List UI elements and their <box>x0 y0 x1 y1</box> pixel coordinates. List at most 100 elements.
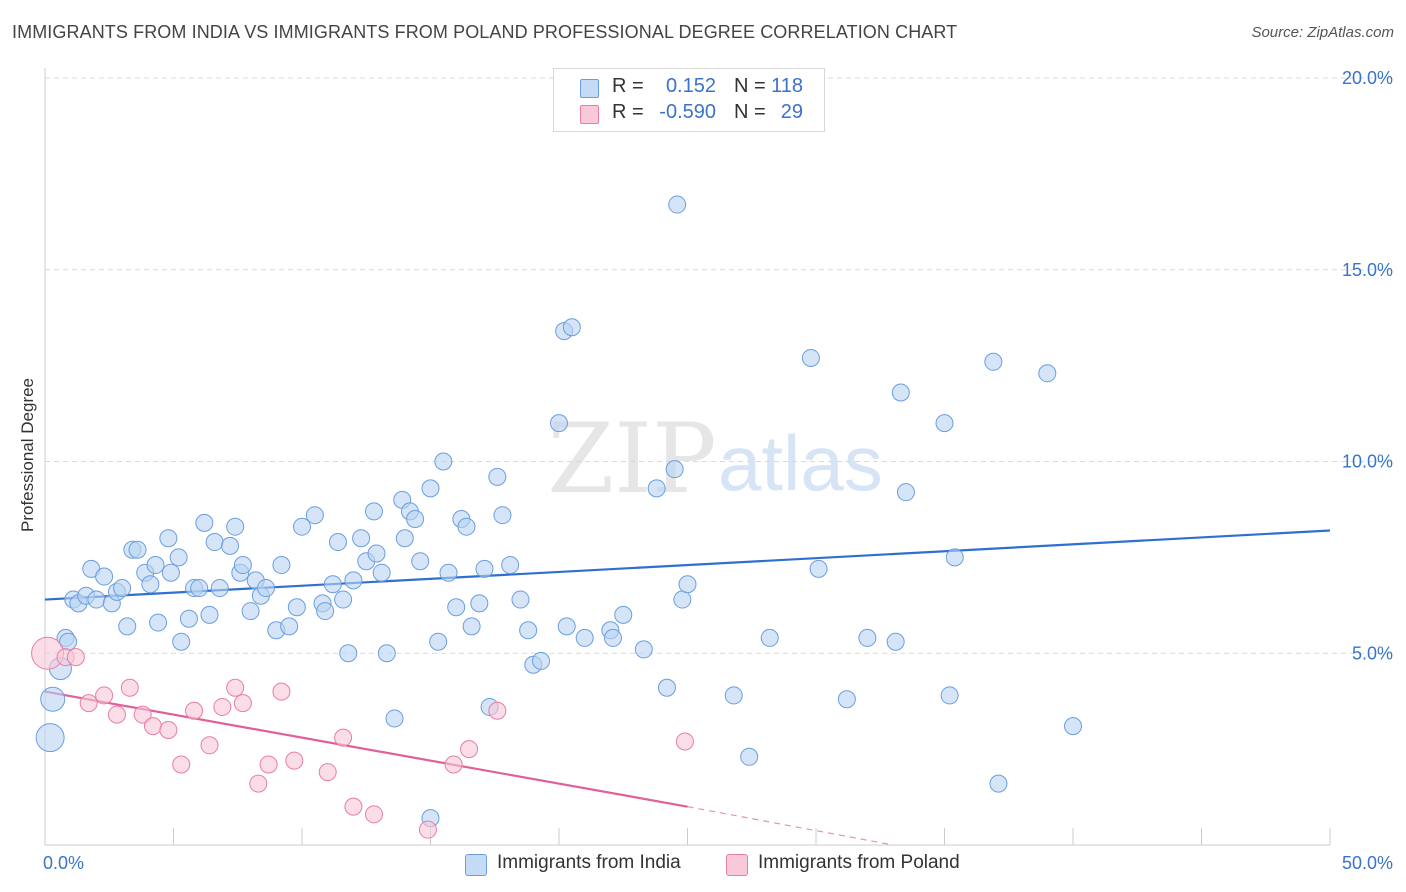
india-point <box>501 556 520 575</box>
poland-point <box>233 694 252 713</box>
india-point <box>678 575 697 594</box>
india-point <box>367 544 386 563</box>
india-point <box>280 617 299 636</box>
source-label: Source: ZipAtlas.com <box>1251 24 1394 41</box>
india-point <box>293 517 311 536</box>
india-point <box>575 628 594 647</box>
n-value: 29 <box>780 101 803 123</box>
india-point <box>740 747 759 766</box>
india-point <box>493 506 512 525</box>
poland-point <box>334 728 353 747</box>
india-point <box>316 602 335 621</box>
india-point <box>665 460 684 479</box>
india-point <box>411 552 430 571</box>
legend-label-poland: Immigrants from Poland <box>758 852 960 873</box>
india-point <box>896 483 915 502</box>
legend: Immigrants from India Immigrants from Po… <box>0 852 1406 878</box>
watermark-zip: ZIP <box>547 403 716 515</box>
india-point <box>984 352 1003 371</box>
india-point <box>161 563 180 582</box>
india-point <box>470 594 489 613</box>
india-point <box>614 605 633 624</box>
poland-point <box>213 697 232 716</box>
india-point <box>837 690 856 709</box>
india-point <box>421 479 440 498</box>
watermark-atlas: atlas <box>718 419 883 507</box>
tick-labels: 5.0% 10.0% 15.0% 20.0% 0.0% 50.0% <box>43 68 1393 873</box>
india-point <box>35 723 65 753</box>
poland-point <box>418 820 437 839</box>
india-point <box>858 628 877 647</box>
poland-trend-extension <box>687 806 894 846</box>
india-point <box>149 613 168 632</box>
india-point <box>169 548 188 567</box>
india-point <box>385 709 404 728</box>
poland-point <box>226 678 245 697</box>
poland-point <box>285 751 304 770</box>
india-point <box>377 644 396 663</box>
india-point <box>657 678 676 697</box>
poland-legend-swatch <box>726 854 748 876</box>
india-point <box>447 598 466 617</box>
india-point <box>95 567 114 586</box>
stats-box: R = 0.152 N = 118 R = -0.590 N = 29 <box>553 68 825 132</box>
india-point <box>372 563 391 582</box>
india-point <box>221 536 240 555</box>
india-point <box>339 644 358 663</box>
y-tick-label: 20.0% <box>1342 68 1393 88</box>
poland-point <box>200 736 219 755</box>
india-point <box>406 510 425 529</box>
india-point <box>172 632 191 651</box>
india-point <box>1064 717 1082 736</box>
poland-swatch <box>580 105 599 124</box>
r-value: -0.590 <box>659 101 716 123</box>
india-point <box>141 575 160 594</box>
y-axis-label: Professional Degree <box>18 377 37 533</box>
r-label: R = <box>612 101 644 123</box>
india-point <box>159 529 178 548</box>
india-point <box>334 590 353 609</box>
poland-point <box>143 717 162 736</box>
x-tick-label: 50.0% <box>1342 853 1393 873</box>
india-point <box>179 609 198 628</box>
india-point <box>241 602 260 621</box>
poland-point <box>444 755 463 774</box>
india-point <box>395 529 414 548</box>
india-point <box>328 533 347 552</box>
india-point <box>323 575 342 594</box>
poland-point <box>259 755 278 774</box>
india-point <box>511 590 530 609</box>
india-point <box>128 540 147 559</box>
india-swatch <box>580 79 599 98</box>
india-point <box>557 617 576 636</box>
y-tick-label: 10.0% <box>1342 452 1393 472</box>
y-tick-label: 5.0% <box>1352 643 1393 663</box>
india-point <box>434 452 453 471</box>
india-point <box>945 548 964 567</box>
india-point <box>205 533 224 552</box>
india-point <box>532 651 551 670</box>
india-point <box>809 559 828 578</box>
poland-point <box>675 732 694 751</box>
n-value: 118 <box>771 75 803 97</box>
poland-point <box>318 763 337 782</box>
india-point <box>195 513 214 532</box>
india-point <box>200 605 219 624</box>
india-point <box>233 556 252 575</box>
india-point <box>801 348 820 367</box>
india-point <box>190 579 209 598</box>
india-point <box>1038 364 1057 383</box>
india-point <box>344 571 363 590</box>
india-point <box>989 774 1008 793</box>
india-legend-swatch <box>465 854 487 876</box>
india-point <box>113 579 132 598</box>
india-point <box>462 617 481 636</box>
legend-label-india: Immigrants from India <box>497 852 681 873</box>
india-point <box>475 559 494 578</box>
n-label: N = <box>734 75 766 97</box>
poland-point <box>120 678 139 697</box>
poland-point <box>79 694 98 713</box>
india-point <box>87 590 106 609</box>
poland-point <box>133 705 152 724</box>
